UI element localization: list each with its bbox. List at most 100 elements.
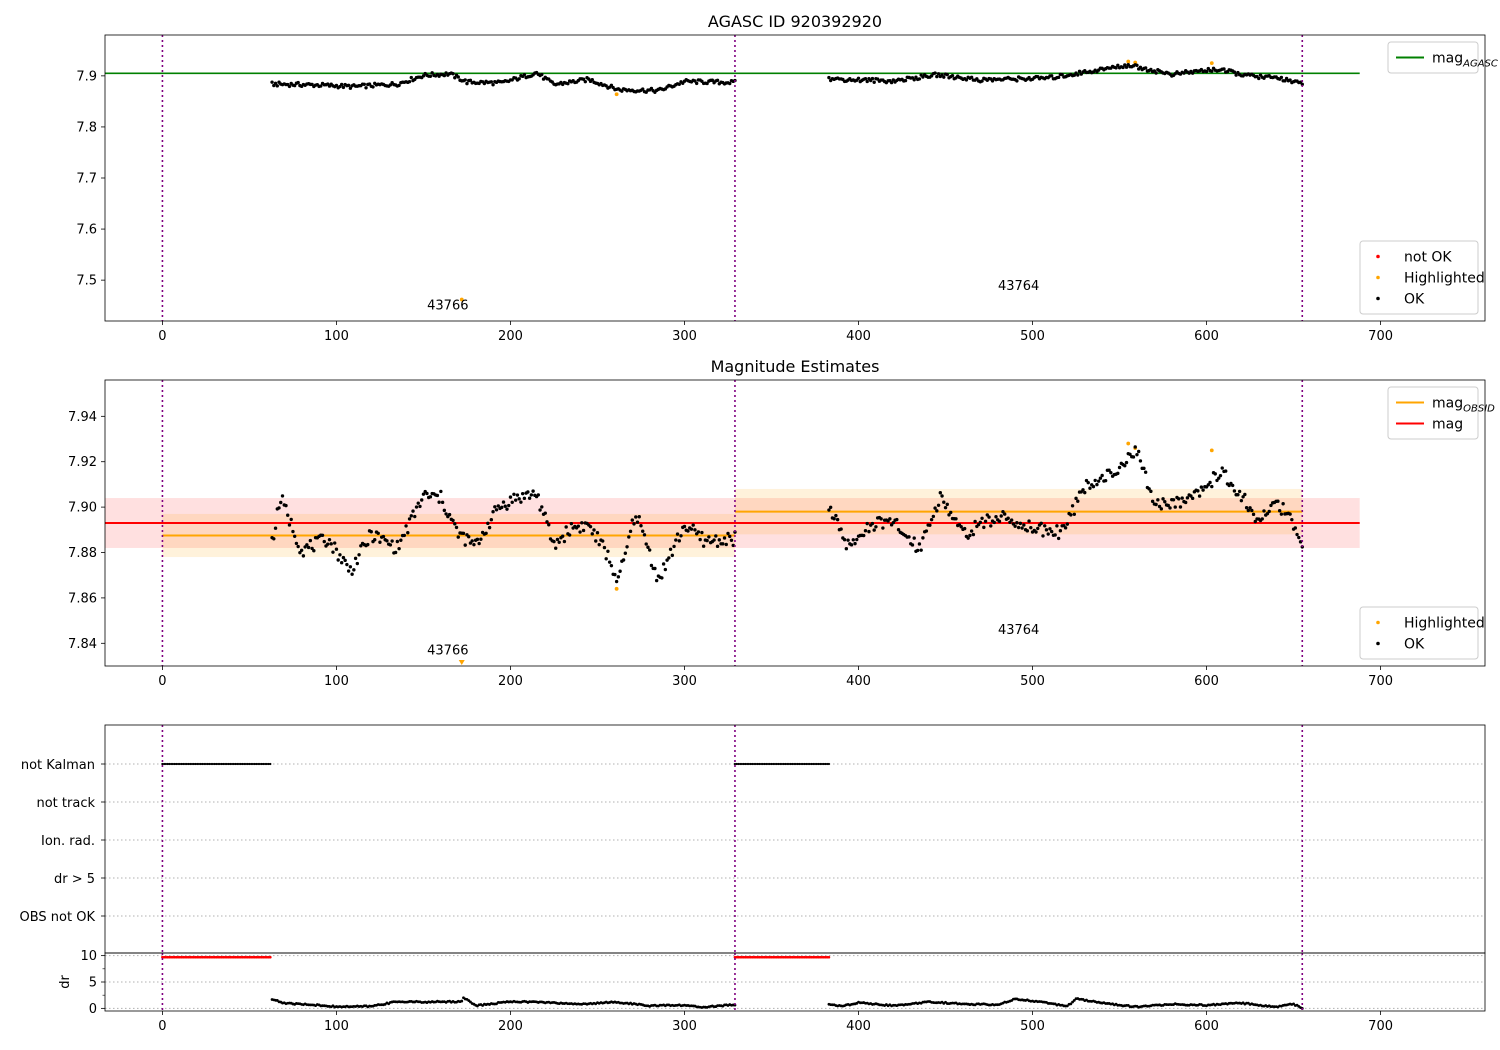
legend-label-main: not OK <box>1404 250 1452 266</box>
flag-point <box>737 762 740 766</box>
data-point-ok <box>853 541 857 546</box>
data-point-ok <box>1025 529 1030 533</box>
data-point-ok <box>618 569 622 573</box>
data-point-ok <box>292 83 297 88</box>
data-point-ok <box>940 73 944 77</box>
data-point-ok <box>289 517 293 522</box>
data-point-ok <box>1124 460 1129 465</box>
y-tick-label: 7.5 <box>76 274 97 289</box>
data-point-ok <box>842 537 847 542</box>
data-point-ok <box>1072 512 1077 517</box>
data-point-ok <box>296 80 300 85</box>
data-point-ok <box>1058 529 1063 533</box>
data-point-ok <box>1077 69 1082 74</box>
flag-point <box>822 762 825 766</box>
data-point-ok <box>1288 512 1292 516</box>
data-point-ok <box>1070 504 1075 508</box>
x-tick-label: 700 <box>1368 674 1393 689</box>
flag-point <box>262 762 265 766</box>
flag-point <box>183 762 187 766</box>
data-point-ok <box>1103 478 1108 483</box>
data-point-ok <box>581 528 586 533</box>
data-point-ok <box>357 553 361 557</box>
data-point-ok <box>1190 496 1195 501</box>
data-point-ok <box>1015 79 1019 83</box>
legend: magAGASC <box>1387 41 1498 74</box>
data-point-ok <box>1210 69 1214 73</box>
data-point-ok <box>639 523 643 528</box>
data-point-ok <box>670 553 675 558</box>
data-point-ok <box>924 529 929 533</box>
data-point-ok <box>614 579 619 584</box>
data-point-ok <box>517 77 521 81</box>
data-point-ok <box>590 532 594 536</box>
data-point-ok <box>512 492 516 496</box>
data-point-ok <box>378 540 382 544</box>
legend-marker-swatch <box>1376 620 1380 625</box>
data-point-ok <box>933 506 937 510</box>
data-point-ok <box>935 509 939 513</box>
data-point-ok <box>491 82 495 87</box>
data-point-ok <box>1168 506 1172 510</box>
flag-point <box>735 762 738 766</box>
data-point-ok <box>919 548 923 552</box>
data-point-ok <box>1036 526 1040 531</box>
data-point-ok <box>418 504 422 509</box>
data-point-ok <box>947 513 951 517</box>
y-tick-label: 7.90 <box>68 501 97 516</box>
data-point-ok <box>865 79 869 84</box>
data-point-ok <box>305 543 309 547</box>
legend-label-main: Highlighted <box>1404 271 1485 287</box>
data-point-ok <box>1149 489 1153 494</box>
data-point-ok <box>987 515 991 519</box>
data-point-ok <box>976 522 981 527</box>
data-point-ok <box>867 529 871 534</box>
highlighted-point <box>614 92 619 97</box>
flag-point <box>733 762 737 766</box>
data-point-ok <box>456 535 460 539</box>
data-point-ok <box>376 531 380 536</box>
data-point-ok <box>724 542 728 547</box>
data-point-ok <box>1217 476 1221 480</box>
data-point-ok <box>1091 484 1096 489</box>
data-point-ok <box>1166 503 1170 508</box>
data-point-ok <box>691 523 695 527</box>
data-point-ok <box>520 491 525 496</box>
data-point-ok <box>1276 499 1280 503</box>
data-point-ok <box>355 561 360 566</box>
data-point-ok <box>501 500 506 504</box>
data-point-ok <box>1060 72 1064 77</box>
data-point-ok <box>844 546 849 551</box>
data-point-ok <box>294 541 299 546</box>
legend-label-main: mag <box>1432 396 1463 412</box>
data-point-ok <box>712 538 716 542</box>
data-point-ok <box>879 517 883 521</box>
x-tick-label: 300 <box>672 1019 697 1034</box>
flag-category-label: not track <box>36 796 95 811</box>
chart-title: Magnitude Estimates <box>711 357 880 376</box>
data-point-ok <box>1022 523 1026 527</box>
data-point-ok <box>1190 71 1195 75</box>
data-point-ok <box>1116 63 1120 67</box>
data-point-ok <box>461 531 466 536</box>
flag-category-label: Ion. rad. <box>41 834 95 849</box>
data-point-ok <box>634 515 638 519</box>
data-point-ok <box>1260 517 1264 521</box>
legend-label: OK <box>1404 292 1425 308</box>
data-point-ok <box>1117 465 1122 470</box>
y-tick-label: 7.9 <box>76 69 97 84</box>
flag-point <box>740 762 744 766</box>
data-point-ok <box>1135 63 1139 68</box>
data-point-ok <box>870 76 875 81</box>
flag-point <box>747 762 750 766</box>
data-point-ok <box>560 534 565 538</box>
legend-marker-swatch <box>1376 296 1380 301</box>
data-point-ok <box>331 550 335 554</box>
data-point-ok <box>554 546 558 550</box>
data-point-ok <box>943 505 948 510</box>
data-point-ok <box>1142 466 1146 471</box>
data-point-ok <box>1147 487 1151 491</box>
flag-point <box>784 762 787 766</box>
data-point-ok <box>1206 483 1211 487</box>
flag-point <box>166 762 169 766</box>
